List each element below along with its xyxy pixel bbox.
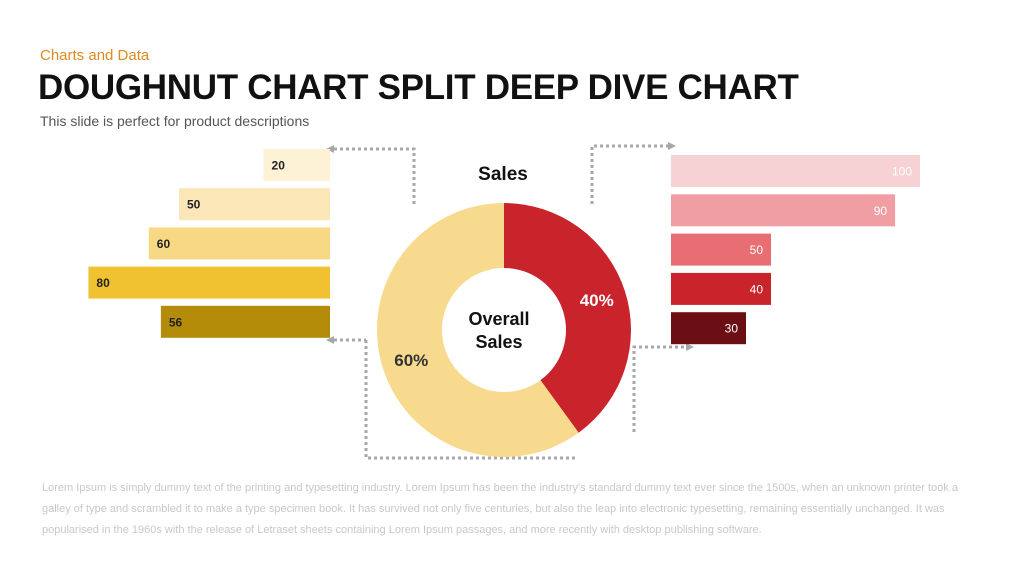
category-label: Charts and Data — [40, 47, 150, 64]
right-bar-3-value: 50 — [750, 243, 764, 257]
left-bar-4-value: 80 — [96, 276, 110, 290]
doughnut-slice-40-label: 40% — [580, 291, 614, 310]
left-bar-2-value: 50 — [187, 198, 201, 212]
doughnut-slice-60-label: 60% — [394, 351, 428, 370]
body-paragraph: Lorem Ipsum is simply dummy text of the … — [42, 482, 958, 536]
arrow-top-right — [668, 142, 676, 150]
right-bar-5 — [671, 312, 746, 345]
right-bar-2 — [671, 194, 896, 227]
left-bar-chart: 20 50 60 80 56 — [88, 149, 331, 338]
left-bar-4 — [88, 266, 331, 299]
doughnut-title: Sales — [478, 164, 528, 185]
right-bar-chart: 100 90 50 40 30 — [671, 155, 920, 345]
right-bar-3 — [671, 233, 771, 266]
left-bar-5 — [160, 305, 330, 338]
right-bar-4-value: 40 — [750, 282, 764, 296]
arrow-bottom-left — [326, 336, 334, 344]
right-bar-1 — [671, 155, 920, 187]
center-label-line-1: Overall — [468, 309, 529, 329]
connector-bottom-right — [632, 345, 686, 432]
right-bar-1-value: 100 — [892, 165, 912, 179]
page-title: DOUGHNUT CHART SPLIT DEEP DIVE CHART — [38, 68, 799, 107]
doughnut-chart: 40% 60% — [377, 203, 632, 457]
connector-top-right — [590, 144, 668, 204]
left-bar-5-value: 56 — [169, 315, 183, 329]
right-bar-4 — [671, 272, 771, 305]
page-description: This slide is perfect for product descri… — [40, 113, 310, 129]
doughnut-slice-60 — [377, 203, 579, 457]
connector-lines — [332, 144, 686, 460]
arrow-bottom-right — [686, 343, 694, 351]
left-bar-1 — [263, 149, 330, 181]
left-bar-3 — [148, 227, 330, 260]
left-bar-3-value: 60 — [157, 237, 171, 251]
center-label-line-2: Sales — [475, 332, 522, 352]
right-bar-5-value: 30 — [725, 322, 739, 336]
left-bar-2 — [179, 188, 330, 221]
right-bar-2-value: 90 — [874, 204, 888, 218]
doughnut-slice-40 — [504, 203, 632, 433]
connector-bottom-left — [364, 340, 576, 460]
connector-top-left — [332, 147, 416, 204]
left-bar-1-value: 20 — [272, 159, 286, 173]
